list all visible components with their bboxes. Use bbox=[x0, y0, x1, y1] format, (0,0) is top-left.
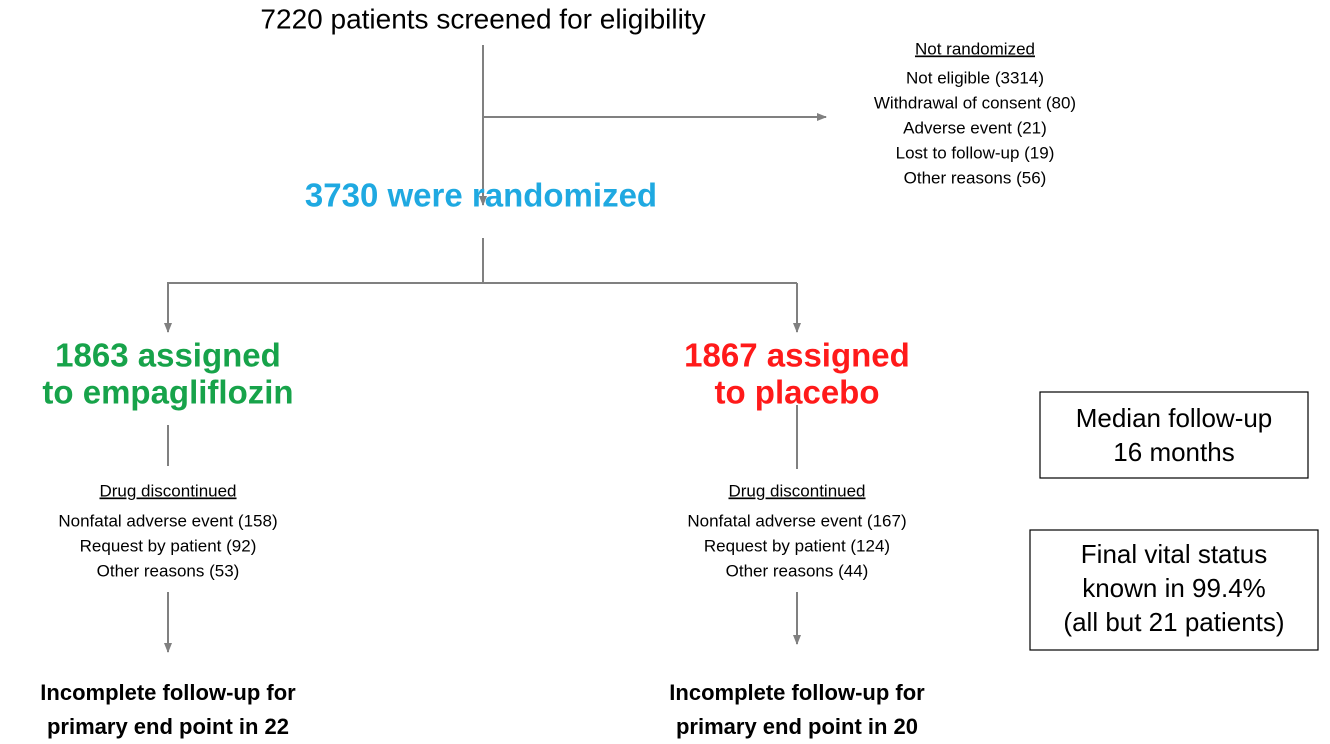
randomized: 3730 were randomized bbox=[305, 177, 657, 214]
note-text: known in 99.4% bbox=[1082, 573, 1266, 603]
arm-label: 1867 assigned bbox=[684, 337, 910, 374]
discontinued-item: Other reasons (53) bbox=[97, 561, 240, 580]
note-text: 16 months bbox=[1113, 437, 1234, 467]
not-randomized-item: Adverse event (21) bbox=[903, 118, 1047, 137]
not-randomized-item: Lost to follow-up (19) bbox=[896, 143, 1055, 162]
note-box bbox=[1029, 529, 1319, 651]
not-randomized-heading: Not randomized bbox=[915, 39, 1035, 58]
not-randomized-item: Other reasons (56) bbox=[904, 168, 1047, 187]
note-text: Final vital status bbox=[1081, 539, 1267, 569]
outcome: primary end point in 20 bbox=[676, 714, 918, 739]
not-randomized-item: Not eligible (3314) bbox=[906, 68, 1044, 87]
discontinued-item: Request by patient (124) bbox=[704, 536, 890, 555]
outcome: Incomplete follow-up for bbox=[40, 680, 296, 705]
outcome: Incomplete follow-up for bbox=[669, 680, 925, 705]
outcome: primary end point in 22 bbox=[47, 714, 289, 739]
arm-label: 1863 assigned bbox=[55, 337, 281, 374]
discontinued-item: Other reasons (44) bbox=[726, 561, 869, 580]
discontinued-item: Nonfatal adverse event (167) bbox=[687, 511, 906, 530]
arm-label: to placebo bbox=[714, 374, 879, 411]
discontinued-heading: Drug discontinued bbox=[728, 481, 865, 500]
note-box bbox=[1039, 391, 1309, 479]
screened: 7220 patients screened for eligibility bbox=[260, 3, 705, 34]
discontinued-item: Request by patient (92) bbox=[80, 536, 257, 555]
arm-label: to empagliflozin bbox=[42, 374, 293, 411]
discontinued-item: Nonfatal adverse event (158) bbox=[58, 511, 277, 530]
not-randomized-item: Withdrawal of consent (80) bbox=[874, 93, 1076, 112]
discontinued-heading: Drug discontinued bbox=[99, 481, 236, 500]
note-text: (all but 21 patients) bbox=[1063, 607, 1284, 637]
note-text: Median follow-up bbox=[1076, 403, 1273, 433]
